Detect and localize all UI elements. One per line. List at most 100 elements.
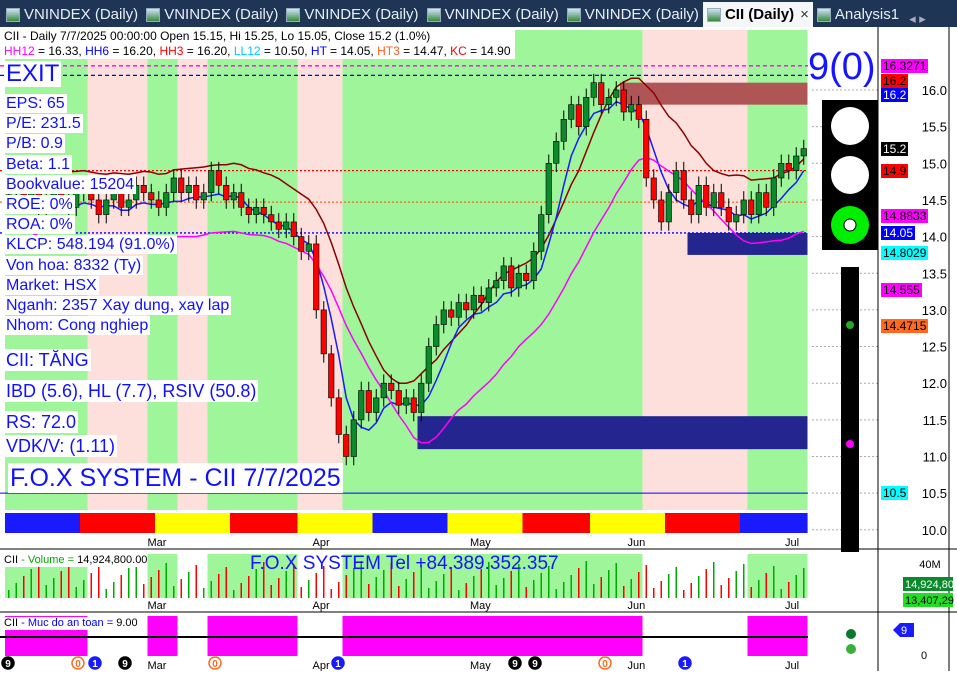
trend-strip-cell xyxy=(432,513,441,533)
candle xyxy=(718,192,725,208)
signal-marker xyxy=(508,656,522,670)
candle xyxy=(635,104,642,120)
candle xyxy=(178,177,185,193)
traffic-light-red-off xyxy=(831,107,869,145)
candle xyxy=(545,163,552,215)
close-tab-icon[interactable]: × xyxy=(800,6,809,23)
trend-strip-cell xyxy=(27,513,36,533)
fundamental-item: KLCP: 548.194 (91.0%) xyxy=(4,235,177,255)
signal-marker xyxy=(1,656,15,670)
price-level-label: 14.8833 xyxy=(881,209,929,224)
trend-strip-cell xyxy=(792,513,801,533)
trend-strip-cell xyxy=(140,513,148,533)
tab-1[interactable]: VNINDEX (Daily) xyxy=(142,2,282,27)
indicator-name: HT3 xyxy=(377,44,400,58)
signal-marker xyxy=(71,656,85,670)
trend-strip-cell xyxy=(672,513,681,533)
tab-label: Analysis1 xyxy=(834,6,900,23)
indicator-name: LL12 xyxy=(233,44,261,58)
price-chart[interactable]: 16.0 15.5 15.0 14.5 14.0 13.5 13.0 12.5 12.0 11.5… xyxy=(0,27,957,672)
tab-6[interactable]: Analysis1 xyxy=(813,2,903,27)
candle xyxy=(335,397,342,435)
tab-label: VNINDEX (Daily) xyxy=(584,6,699,23)
month-tick-label: Jun xyxy=(628,537,646,549)
chart-area[interactable]: 16.0 15.5 15.0 14.5 14.0 13.5 13.0 12.5 12.0 11.5… xyxy=(0,27,957,672)
candle xyxy=(493,280,500,289)
candle xyxy=(290,221,297,237)
safety-dot xyxy=(846,629,856,639)
y-tick-label: 11.5 xyxy=(923,413,947,428)
trend-band xyxy=(147,30,178,510)
trend-strip-cell xyxy=(635,513,643,533)
candle xyxy=(418,382,425,413)
trend-strip-cell xyxy=(800,513,808,533)
trend-strip-cell xyxy=(627,513,636,533)
tab-5[interactable]: CII (Daily) × xyxy=(702,2,813,27)
signal-marker-label: 9 xyxy=(5,659,11,670)
candle xyxy=(658,199,665,223)
candle xyxy=(643,119,650,179)
signal-marker-label: 0 xyxy=(75,659,81,670)
candle xyxy=(598,82,605,105)
month-tick-label: Mar xyxy=(148,537,167,549)
tab-3[interactable]: VNINDEX (Daily) xyxy=(423,2,563,27)
candle xyxy=(575,104,582,127)
tab-2[interactable]: VNINDEX (Daily) xyxy=(282,2,422,27)
trend-strip-cell xyxy=(470,513,478,533)
trend-strip-cell xyxy=(275,513,283,533)
tab-4[interactable]: VNINDEX (Daily) xyxy=(563,2,703,27)
candle xyxy=(463,302,470,311)
trend-strip-cell xyxy=(740,513,748,533)
candle xyxy=(478,294,485,303)
chart-tab-icon xyxy=(566,7,581,22)
tab-scroll-arrows[interactable]: ◂ ▸ xyxy=(909,11,926,26)
candle xyxy=(628,104,635,113)
trend-strip-cell xyxy=(725,513,733,533)
candle xyxy=(230,192,237,201)
trend-strip-cell xyxy=(545,513,553,533)
trend-strip-cell xyxy=(560,513,568,533)
trend-strip-cell xyxy=(72,513,81,533)
trend-strip-cell xyxy=(777,513,786,533)
price-level-label: 14.05 xyxy=(881,225,916,240)
candle xyxy=(523,272,530,281)
trend-strip-cell xyxy=(267,513,276,533)
trend-strip-cell xyxy=(537,513,546,533)
volume-band xyxy=(147,554,178,598)
trend-strip-cell xyxy=(260,513,268,533)
tab-0[interactable]: VNINDEX (Daily) xyxy=(2,2,142,27)
fundamental-item: Market: HSX xyxy=(4,275,99,295)
candle xyxy=(448,309,455,318)
volume-band xyxy=(297,554,343,598)
signal-marker-label: 0 xyxy=(212,659,218,670)
chart-header: CII - Daily 7/7/2025 00:00:00 Open 15.15… xyxy=(4,29,515,59)
candle xyxy=(298,236,305,252)
candle xyxy=(245,206,252,215)
trend-strip-cell xyxy=(680,513,688,533)
candle xyxy=(163,192,170,208)
trend-strip-cell xyxy=(5,513,13,533)
candle xyxy=(703,184,710,208)
trend-strip-cell xyxy=(95,513,103,533)
trend-strip-cell xyxy=(215,513,223,533)
trend-strip-cell xyxy=(237,513,246,533)
candle xyxy=(710,192,717,208)
candle xyxy=(733,214,740,223)
volume-last-badge xyxy=(903,577,953,591)
indicator-value: = 14.47, xyxy=(399,44,451,58)
trend-strip-cell xyxy=(222,513,231,533)
price-level-label: 14.8029 xyxy=(881,246,929,261)
month-tick-label: Mar xyxy=(148,600,167,612)
candle xyxy=(725,206,732,223)
candle xyxy=(358,390,365,421)
trend-strip-cell xyxy=(50,513,58,533)
trend-strip-cell xyxy=(207,513,216,533)
trend-strip-cell xyxy=(80,513,88,533)
trend-strip-cell xyxy=(687,513,696,533)
candle xyxy=(500,265,507,281)
y-tick-label: 14.5 xyxy=(922,193,947,208)
fundamental-item: EPS: 65 xyxy=(4,94,67,113)
tab-label: VNINDEX (Daily) xyxy=(304,6,419,23)
trend-strip-cell xyxy=(612,513,621,533)
safety-value: 9.00 xyxy=(116,617,138,629)
